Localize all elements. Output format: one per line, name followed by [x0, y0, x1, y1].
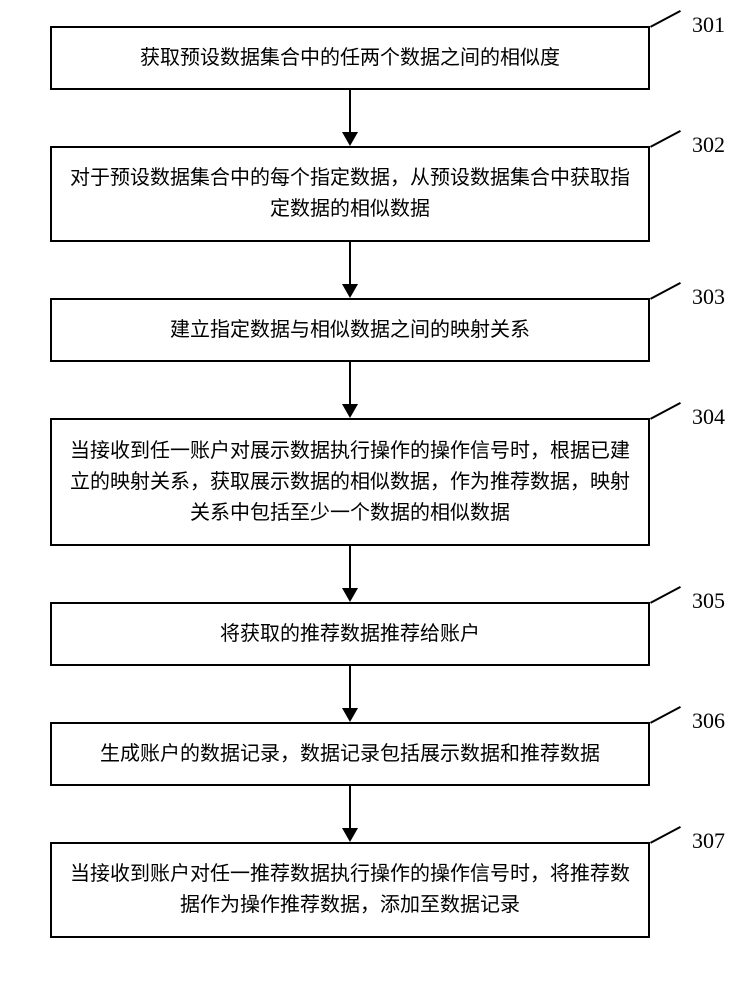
flowchart-node-n4: 当接收到任一账户对展示数据执行操作的操作信号时，根据已建立的映射关系，获取展示数… [50, 418, 650, 546]
arrow-n3-n4 [342, 362, 358, 418]
flowchart-node-n5: 将获取的推荐数据推荐给账户 [50, 602, 650, 666]
arrow-n2-n3 [342, 242, 358, 298]
arrow-n5-n6 [342, 666, 358, 722]
lead-line-n2 [650, 130, 681, 148]
arrow-n1-n2 [342, 90, 358, 146]
lead-line-n6 [650, 706, 681, 724]
arrow-n6-n7 [342, 786, 358, 842]
flowchart-node-text: 生成账户的数据记录，数据记录包括展示数据和推荐数据 [100, 739, 600, 770]
flowchart-node-text: 对于预设数据集合中的每个指定数据，从预设数据集合中获取指定数据的相似数据 [66, 163, 634, 225]
flowchart-node-n3: 建立指定数据与相似数据之间的映射关系 [50, 298, 650, 362]
lead-line-n1 [650, 10, 681, 28]
flowchart-node-text: 将获取的推荐数据推荐给账户 [220, 619, 480, 650]
flowchart-node-n7: 当接收到账户对任一推荐数据执行操作的操作信号时，将推荐数据作为操作推荐数据，添加… [50, 842, 650, 938]
step-label-303: 303 [692, 284, 725, 310]
flowchart-node-text: 当接收到任一账户对展示数据执行操作的操作信号时，根据已建立的映射关系，获取展示数… [66, 436, 634, 529]
step-label-307: 307 [692, 828, 725, 854]
lead-line-n7 [650, 826, 681, 844]
lead-line-n3 [650, 282, 681, 300]
lead-line-n4 [650, 402, 681, 420]
step-label-304: 304 [692, 404, 725, 430]
flowchart-canvas: 获取预设数据集合中的任两个数据之间的相似度对于预设数据集合中的每个指定数据，从预… [0, 0, 748, 1000]
flowchart-node-text: 当接收到账户对任一推荐数据执行操作的操作信号时，将推荐数据作为操作推荐数据，添加… [66, 859, 634, 921]
flowchart-node-text: 建立指定数据与相似数据之间的映射关系 [170, 315, 530, 346]
flowchart-node-n2: 对于预设数据集合中的每个指定数据，从预设数据集合中获取指定数据的相似数据 [50, 146, 650, 242]
flowchart-node-text: 获取预设数据集合中的任两个数据之间的相似度 [140, 43, 560, 74]
step-label-302: 302 [692, 132, 725, 158]
step-label-305: 305 [692, 588, 725, 614]
step-label-301: 301 [692, 12, 725, 38]
step-label-306: 306 [692, 708, 725, 734]
flowchart-node-n1: 获取预设数据集合中的任两个数据之间的相似度 [50, 26, 650, 90]
arrow-n4-n5 [342, 546, 358, 602]
flowchart-node-n6: 生成账户的数据记录，数据记录包括展示数据和推荐数据 [50, 722, 650, 786]
lead-line-n5 [650, 586, 681, 604]
